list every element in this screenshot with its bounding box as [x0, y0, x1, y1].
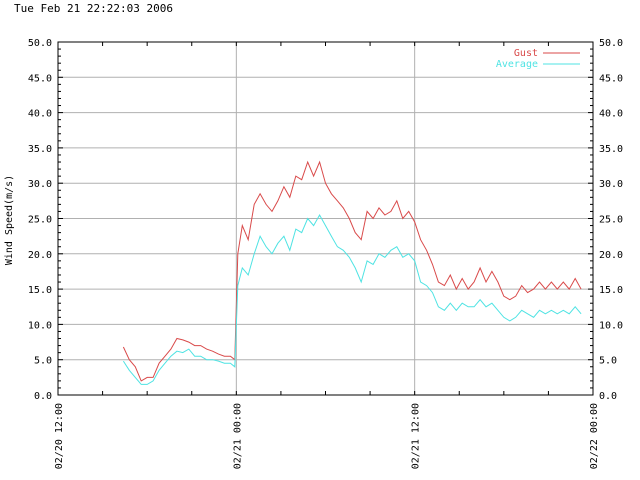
series-lines [122, 160, 582, 385]
y-tick-label-right: 50.0 [599, 38, 623, 49]
y-axis-label: Wind Speed(m/s) [4, 175, 15, 265]
y-tick-label: 40.0 [28, 109, 52, 120]
plot-frame [57, 41, 594, 396]
y-tick-label-right: 10.0 [599, 320, 623, 331]
y-tick-label-right: 25.0 [599, 215, 623, 226]
y-tick-label: 25.0 [28, 215, 52, 226]
y-tick-label: 15.0 [28, 285, 52, 296]
y-tick-label-right: 30.0 [599, 179, 623, 190]
timestamp: Tue Feb 21 22:22:03 2006 [14, 2, 173, 15]
y-tick-label: 35.0 [28, 144, 52, 155]
legend-label: Average [496, 59, 538, 70]
series-line-average [122, 213, 582, 385]
y-tick-labels-right: 0.0 5.0 10.0 15.0 20.0 25.0 30.0 35.0 40.0 45.0 50… [599, 38, 623, 402]
y-tick-label: 5.0 [34, 356, 52, 367]
y-tick-label: 0.0 [34, 391, 52, 402]
y-tick-label-right: 40.0 [599, 109, 623, 120]
y-tick-label-right: 45.0 [599, 73, 623, 84]
x-tick-labels: 02/20 12:00 02/21 00:00 02/21 12:00 02/22 0… [54, 403, 600, 469]
legend-label: Gust [514, 48, 538, 59]
x-tick-label: 02/22 00:00 [589, 403, 600, 469]
x-tick-label: 02/20 12:00 [54, 403, 65, 469]
y-tick-label: 20.0 [28, 250, 52, 261]
y-tick-label-right: 20.0 [599, 250, 623, 261]
y-tick-label-right: 15.0 [599, 285, 623, 296]
y-tick-labels-left: 0.0 5.0 10.0 15.0 20.0 25.0 30.0 35.0 40.0 45.0 50… [28, 38, 52, 402]
grid [58, 42, 593, 395]
x-tick-label: 02/21 00:00 [232, 403, 243, 469]
y-tick-label-right: 5.0 [599, 356, 617, 367]
x-tick-label: 02/21 12:00 [411, 403, 422, 469]
y-tick-label: 30.0 [28, 179, 52, 190]
y-tick-label: 10.0 [28, 320, 52, 331]
y-tick-label-right: 0.0 [599, 391, 617, 402]
series-line-gust [122, 160, 582, 382]
y-tick-label-right: 35.0 [599, 144, 623, 155]
y-tick-label: 45.0 [28, 73, 52, 84]
y-tick-label: 50.0 [28, 38, 52, 49]
